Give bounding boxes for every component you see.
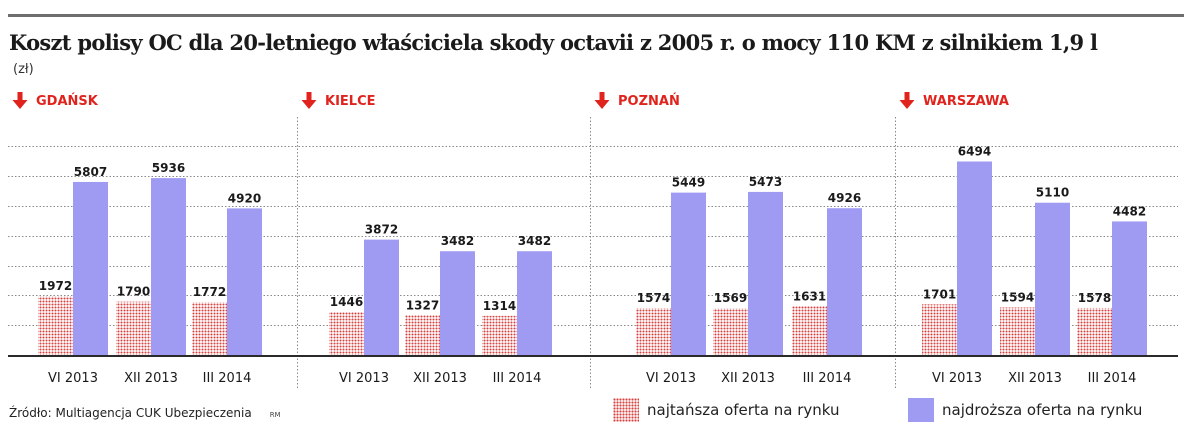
value-label-high: 4926 xyxy=(828,191,861,205)
bar-high xyxy=(227,208,262,355)
bar-high xyxy=(440,251,475,355)
down-arrow-icon xyxy=(12,92,28,109)
value-label-high: 5449 xyxy=(672,176,705,190)
value-labels: 1972 5807 1790 5936 1772 4920 1446 3872 1327 3482… xyxy=(39,144,1146,312)
x-tick-label: XII 2013 xyxy=(721,371,775,386)
city-name: GDAŃSK xyxy=(36,93,99,109)
bar-low xyxy=(192,302,227,355)
bar-low xyxy=(1077,307,1112,355)
gridlines xyxy=(8,146,1178,326)
bar-high xyxy=(827,208,862,355)
bar-low xyxy=(922,304,957,355)
city-header-kielce: KIELCE xyxy=(301,92,376,109)
legend-swatch-low xyxy=(613,398,639,422)
city-name: WARSZAWA xyxy=(923,94,1009,109)
down-arrow-icon xyxy=(899,92,915,109)
bar-low xyxy=(792,306,827,355)
city-header-poznań: POZNAŃ xyxy=(594,92,680,109)
x-tick-label: III 2014 xyxy=(803,371,852,386)
chart-title: Koszt polisy OC dla 20-letniego właścici… xyxy=(9,30,1098,55)
bar-high xyxy=(151,178,186,355)
value-label-low: 1446 xyxy=(330,295,363,309)
value-label-low: 1772 xyxy=(193,285,226,299)
value-label-low: 1569 xyxy=(714,291,747,305)
legend-label-high: najdroższa oferta na rynku xyxy=(942,401,1143,419)
city-separators xyxy=(297,117,896,390)
bar-high xyxy=(748,191,783,355)
value-label-low: 1594 xyxy=(1001,290,1034,304)
value-label-low: 1578 xyxy=(1078,291,1111,305)
value-label-low: 1631 xyxy=(793,289,826,303)
value-label-high: 5936 xyxy=(152,161,185,175)
legend-swatch-high xyxy=(908,398,934,422)
city-headers: GDAŃSK KIELCE POZNAŃ WARSZAWA xyxy=(12,92,1009,109)
value-label-high: 5807 xyxy=(74,165,107,179)
value-label-high: 5473 xyxy=(749,175,782,189)
city-name: POZNAŃ xyxy=(618,93,680,109)
city-header-gdańsk: GDAŃSK xyxy=(12,92,99,109)
bar-low xyxy=(482,315,517,355)
value-label-high: 3482 xyxy=(518,234,551,248)
bar-low xyxy=(329,311,364,355)
source-text: Źródło: Multiagencja CUK Ubezpieczenia xyxy=(9,406,252,420)
value-label-high: 5110 xyxy=(1036,186,1069,200)
bar-high xyxy=(364,239,399,355)
top-rule xyxy=(8,14,1184,17)
bar-high xyxy=(1035,202,1070,355)
x-tick-labels: VI 2013 XII 2013 III 2014 VI 2013 XII 2013 II… xyxy=(48,371,1136,386)
value-label-low: 1701 xyxy=(923,287,956,301)
source-note: Źródło: Multiagencja CUK Ubezpieczenia RM xyxy=(9,406,281,420)
bar-high xyxy=(517,251,552,355)
bar-low xyxy=(636,308,671,355)
x-tick-label: III 2014 xyxy=(1088,371,1137,386)
x-tick-label: VI 2013 xyxy=(339,371,389,386)
value-label-low: 1327 xyxy=(406,298,439,312)
x-tick-label: XII 2013 xyxy=(413,371,467,386)
value-label-high: 3482 xyxy=(441,234,474,248)
city-name: KIELCE xyxy=(325,94,376,109)
credit-text: RM xyxy=(269,411,281,419)
bars xyxy=(38,161,1147,355)
legend-item-high: najdroższa oferta na rynku xyxy=(908,398,1142,422)
bar-low xyxy=(116,301,151,355)
bar-low xyxy=(1000,307,1035,355)
bar-high xyxy=(73,181,108,355)
x-tick-label: III 2014 xyxy=(493,371,542,386)
x-tick-label: VI 2013 xyxy=(48,371,98,386)
bar-high xyxy=(1112,221,1147,355)
legend-label-low: najtańsza oferta na rynku xyxy=(647,401,840,419)
value-label-low: 1972 xyxy=(39,279,72,293)
down-arrow-icon xyxy=(301,92,317,109)
value-label-low: 1314 xyxy=(483,299,516,313)
value-label-low: 1574 xyxy=(637,291,670,305)
legend-item-low: najtańsza oferta na rynku xyxy=(613,398,840,422)
down-arrow-icon xyxy=(594,92,610,109)
bar-high xyxy=(957,161,992,355)
bar-low xyxy=(405,315,440,355)
value-label-high: 6494 xyxy=(958,144,991,158)
bar-low xyxy=(713,308,748,355)
unit-label: (zł) xyxy=(13,62,34,77)
x-tick-label: III 2014 xyxy=(203,371,252,386)
bar-low xyxy=(38,296,73,355)
x-tick-label: VI 2013 xyxy=(932,371,982,386)
x-tick-label: XII 2013 xyxy=(124,371,178,386)
x-tick-label: XII 2013 xyxy=(1008,371,1062,386)
city-header-warszawa: WARSZAWA xyxy=(899,92,1009,109)
bar-high xyxy=(671,192,706,355)
value-label-low: 1790 xyxy=(117,285,150,299)
value-label-high: 4482 xyxy=(1113,204,1146,218)
value-label-high: 4920 xyxy=(228,191,261,205)
value-label-high: 3872 xyxy=(365,223,398,237)
x-tick-label: VI 2013 xyxy=(646,371,696,386)
